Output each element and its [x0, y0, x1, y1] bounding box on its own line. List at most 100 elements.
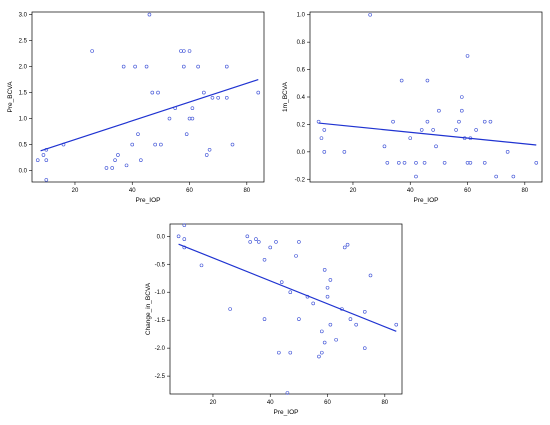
data-point [199, 263, 204, 268]
data-point [382, 144, 387, 149]
data-point [465, 161, 470, 165]
data-point [431, 128, 435, 132]
data-point [144, 64, 149, 69]
scatter-panel-1m-bcva: 20 40 60 80 -0.2 0.0 0.2 0.4 0.6 0.8 1.0 Pre_IOP 1m_… [280, 2, 548, 212]
data-point [442, 161, 447, 165]
x-tick-label: 80 [521, 188, 528, 194]
data-point [245, 234, 250, 239]
data-point [425, 78, 430, 83]
data-point [190, 106, 195, 110]
y-axis-label: 1m_BCVA [282, 81, 289, 112]
data-point [419, 128, 424, 132]
data-point [262, 257, 267, 262]
data-point [408, 136, 413, 140]
y-tick-label: 0.5 [19, 143, 28, 149]
data-point [204, 153, 209, 157]
data-point [345, 242, 350, 247]
x-tick-label: 60 [186, 188, 193, 194]
data-point [460, 95, 464, 99]
data-point [385, 161, 390, 165]
data-point [184, 132, 189, 136]
x-tick-label: 60 [324, 400, 331, 406]
data-point [182, 223, 187, 227]
data-point [285, 391, 290, 395]
data-point [262, 317, 267, 321]
regression-line [318, 122, 537, 146]
y-tick-label: -1.0 [155, 290, 166, 296]
data-point [325, 294, 330, 299]
data-point [322, 150, 327, 154]
data-point [317, 354, 321, 359]
pre-bcva-scatter-plot: 20 40 60 80 0.0 0.5 1.0 1.5 2.0 2.5 3.0 Pre_IOP Pre_… [7, 11, 265, 204]
regression-line [40, 79, 259, 152]
data-point [248, 240, 252, 244]
data-point [328, 278, 333, 282]
data-point [228, 307, 232, 311]
data-point [230, 142, 235, 147]
data-point [488, 119, 493, 124]
data-point [167, 116, 172, 121]
data-point [482, 119, 487, 124]
data-point [147, 12, 152, 17]
y-tick-label: 1.5 [19, 91, 28, 97]
x-tick-label: 20 [350, 188, 357, 194]
data-point [311, 301, 316, 306]
data-point [368, 12, 372, 17]
y-axis-label: Change_in_BCVA [145, 282, 152, 335]
data-point [139, 158, 143, 162]
y-axis-label: Pre_BCVA [7, 81, 14, 113]
data-point [511, 174, 516, 179]
data-point [216, 95, 220, 100]
plot-frame [31, 11, 265, 183]
data-point [414, 174, 418, 179]
data-point [113, 158, 117, 162]
data-point [176, 234, 181, 239]
data-point [44, 158, 49, 162]
data-point [294, 254, 298, 258]
y-tick-label: 0.4 [297, 95, 306, 101]
scatter-panel-pre-bcva: 20 40 60 80 0.0 0.5 1.0 1.5 2.0 2.5 3.0 Pre_IOP Pre_… [2, 2, 270, 212]
1m-bcva-scatter-plot: 20 40 60 80 -0.2 0.0 0.2 0.4 0.6 0.8 1.0 Pre_IOP 1m_… [282, 11, 543, 204]
data-point [342, 245, 347, 250]
data-point [396, 161, 401, 165]
data-point [256, 240, 261, 244]
regression-line [178, 243, 397, 332]
data-point [320, 329, 324, 334]
data-point [224, 64, 229, 69]
data-point [288, 290, 293, 295]
x-tick-label: 20 [72, 188, 79, 194]
data-point [182, 49, 186, 53]
x-tick-label: 80 [381, 400, 388, 406]
x-tick-label: 80 [243, 188, 250, 194]
x-tick-label: 60 [464, 188, 471, 194]
data-point [133, 64, 137, 69]
data-point [368, 273, 373, 278]
data-point [187, 116, 192, 121]
data-point [437, 108, 441, 113]
x-tick-label: 40 [267, 400, 274, 406]
data-point [156, 90, 160, 95]
change-in-bcva-scatter-plot: 20 40 60 80 -2.5 -2.0 -1.5 -1.0 -0.5 0.0 Pre_IOP Ch… [145, 223, 403, 416]
y-tick-label: 2.5 [19, 39, 28, 45]
data-point [394, 322, 399, 327]
data-point [422, 161, 427, 165]
data-point [334, 337, 338, 342]
plot-frame [309, 11, 543, 183]
data-point [224, 95, 229, 100]
data-point [414, 161, 418, 165]
data-point [457, 119, 461, 124]
data-point [110, 166, 114, 170]
y-tick-label: -0.5 [155, 262, 166, 268]
data-point [348, 317, 353, 321]
data-point [534, 161, 539, 165]
plot-frame [169, 223, 403, 395]
data-point [150, 90, 155, 95]
data-point [179, 49, 183, 53]
data-point [474, 128, 478, 132]
data-point [425, 119, 430, 124]
data-point [434, 144, 438, 149]
y-tick-label: 0.0 [297, 150, 306, 156]
data-point [274, 240, 278, 244]
data-point [322, 340, 327, 345]
data-point [182, 64, 186, 69]
